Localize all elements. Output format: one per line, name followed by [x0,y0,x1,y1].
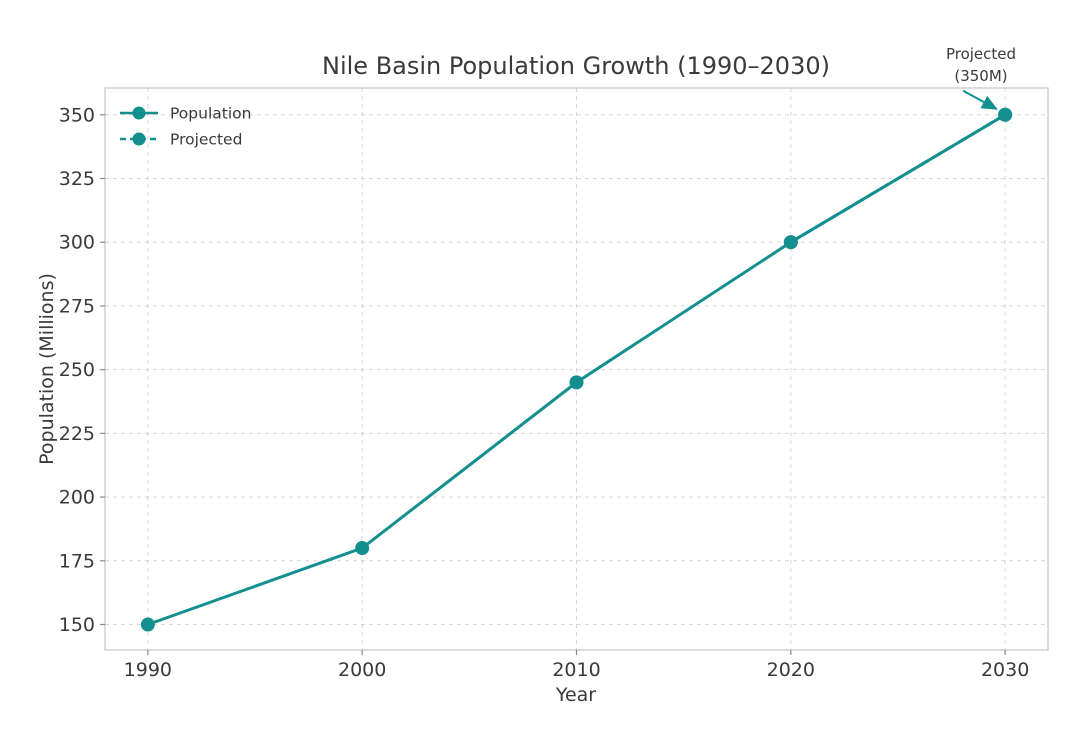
gridlines [105,88,1048,650]
legend-marker [132,106,146,120]
data-point [355,541,370,556]
y-tick-label: 350 [59,104,95,126]
y-tick-label: 150 [59,614,95,636]
chart-title: Nile Basin Population Growth (1990–2030) [322,52,830,80]
x-tick-label: 2010 [552,659,600,681]
annotation-arrow [962,89,998,110]
x-tick-label: 1990 [124,659,172,681]
y-tick-label: 250 [59,359,95,381]
x-tick-label: 2000 [338,659,386,681]
tick-marks [100,114,1006,655]
y-tick-label: 275 [59,295,95,317]
y-tick-label: 200 [59,487,95,509]
x-tick-label: 2020 [767,659,815,681]
data-point [140,617,155,632]
data-point [569,375,584,390]
series-line-projected [789,113,1007,244]
x-axis-label: Year [555,684,597,706]
x-tick-label: 2030 [981,659,1029,681]
legend: Population Projected [120,105,251,149]
data-point [998,107,1013,122]
y-axis-label: Population (Millions) [36,273,58,465]
y-tick-label: 300 [59,232,95,254]
legend-label: Projected [170,131,242,149]
legend-marker [132,132,146,146]
data-point [783,235,798,250]
y-tick-label: 325 [59,168,95,190]
y-tick-label: 225 [59,423,95,445]
legend-label: Population [170,105,251,123]
annotation-projected: Projected (350M) [945,45,1017,85]
tick-labels: 1990 2000 2010 2020 2030 150 175 200 225 250 275 30… [59,104,1030,681]
y-tick-label: 175 [59,550,95,572]
